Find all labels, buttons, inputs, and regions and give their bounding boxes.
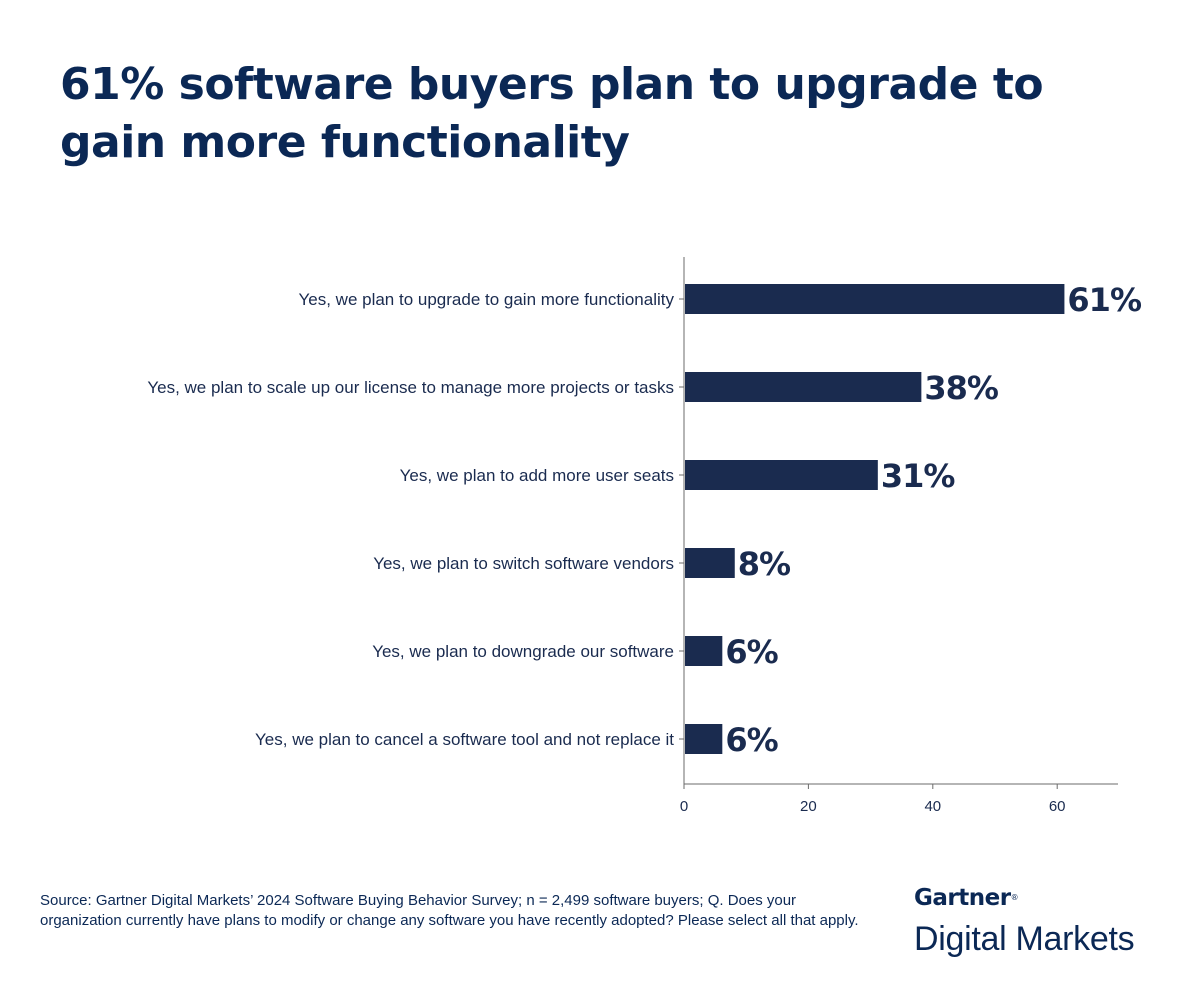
bar xyxy=(685,636,723,666)
bar-value-label: 6% xyxy=(725,721,778,759)
bar-value-label: 31% xyxy=(881,457,956,495)
bar-value-label: 61% xyxy=(1067,281,1142,319)
logo-product-name: Digital Markets xyxy=(914,920,1135,958)
category-label: Yes, we plan to cancel a software tool a… xyxy=(255,730,674,749)
bar xyxy=(685,460,878,490)
bar xyxy=(685,548,735,578)
x-tick-label: 60 xyxy=(1049,798,1066,815)
bar xyxy=(685,724,723,754)
x-tick-label: 40 xyxy=(924,798,941,815)
category-label: Yes, we plan to switch software vendors xyxy=(373,554,674,573)
logo-registered-mark: ® xyxy=(1010,893,1019,902)
chart-title: 61% software buyers plan to upgrade to g… xyxy=(60,59,1044,168)
bar-chart: 0 20 40 60 Yes, we plan to upgrade to gain m… xyxy=(147,257,1143,815)
bar-value-label: 38% xyxy=(924,369,999,407)
gartner-digital-markets-logo: Gartner® Digital Markets xyxy=(914,884,1154,960)
category-label: Yes, we plan to upgrade to gain more fun… xyxy=(298,290,674,309)
logo-brand-name: Gartner xyxy=(914,885,1011,911)
bar-value-label: 8% xyxy=(738,545,791,583)
x-tick-label: 20 xyxy=(800,798,817,815)
category-label: Yes, we plan to scale up our license to … xyxy=(147,378,674,397)
source-footnote: Source: Gartner Digital Markets’ 2024 So… xyxy=(40,892,859,929)
category-label: Yes, we plan to downgrade our software xyxy=(372,642,674,661)
x-tick-label: 0 xyxy=(680,798,688,815)
category-label: Yes, we plan to add more user seats xyxy=(400,466,674,485)
bar-value-label: 6% xyxy=(725,633,778,671)
bar xyxy=(685,284,1065,314)
logo-brand: Gartner® xyxy=(914,884,1154,912)
bar xyxy=(685,372,922,402)
